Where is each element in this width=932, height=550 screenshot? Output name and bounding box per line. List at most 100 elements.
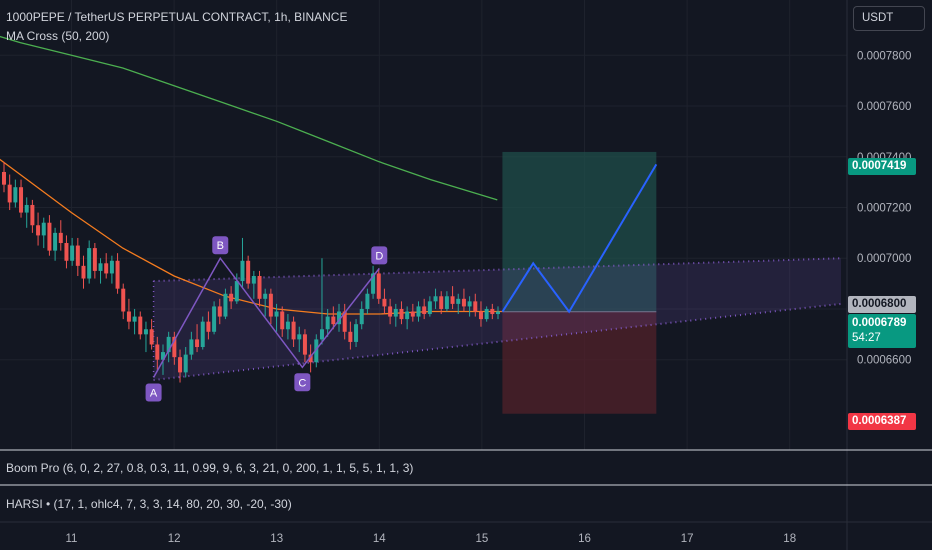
candle: [155, 336, 160, 370]
candle-body: [195, 339, 200, 348]
candle-body: [212, 306, 217, 332]
time-tick-label: 14: [373, 533, 386, 545]
pattern-label-d: D: [371, 246, 388, 265]
candle: [234, 273, 239, 304]
candle-body: [121, 288, 126, 312]
candle-body: [240, 260, 245, 282]
candle: [478, 301, 483, 327]
boom-pro-indicator-label[interactable]: Boom Pro (6, 0, 2, 27, 0.8, 0.3, 11, 0.9…: [6, 461, 414, 475]
bar-countdown: 54:27: [852, 332, 881, 344]
candle: [456, 293, 461, 315]
harsi-indicator-label[interactable]: HARSI • (17, 1, ohlc4, 7, 3, 3, 14, 80, …: [6, 497, 292, 511]
candle: [121, 283, 126, 320]
time-tick-label: 12: [168, 533, 181, 545]
candle: [98, 258, 103, 284]
candle-body: [490, 308, 495, 315]
candle-body: [70, 245, 75, 261]
candle: [473, 293, 478, 317]
candle: [427, 296, 432, 317]
candle: [337, 303, 342, 332]
candle: [371, 265, 376, 299]
candle-body: [251, 275, 256, 284]
time-tick-label: 11: [66, 533, 78, 545]
candle: [172, 331, 177, 365]
candle-body: [274, 311, 279, 317]
candle: [223, 288, 228, 320]
candle: [388, 298, 393, 325]
candle-body: [291, 321, 296, 340]
candles: [2, 161, 500, 383]
candle-body: [416, 306, 421, 317]
candle: [36, 212, 41, 246]
time-tick-label: 16: [578, 533, 591, 545]
candle-body: [178, 357, 183, 373]
price-tick-label: 0.0007200: [857, 202, 911, 214]
candle: [263, 288, 268, 317]
candle-body: [263, 293, 268, 299]
currency-selector[interactable]: USDT: [853, 6, 925, 31]
candle: [41, 217, 46, 249]
reference-price-badge: 0.0006800: [848, 296, 916, 313]
candle: [30, 199, 35, 233]
candle: [75, 237, 80, 276]
candle-body: [450, 296, 455, 304]
candle-body: [461, 298, 466, 307]
price-tick-label: 0.0007000: [857, 253, 911, 265]
candle: [166, 331, 171, 363]
ma-cross-legend[interactable]: MA Cross (50, 200): [6, 29, 110, 43]
time-tick-label: 13: [270, 533, 283, 545]
candle-body: [325, 316, 330, 330]
candle: [484, 306, 489, 322]
candle-body: [143, 329, 148, 335]
pattern-label-a: A: [145, 383, 162, 402]
stop-loss-price-badge: 0.0006387: [848, 413, 916, 430]
candle-body: [81, 265, 86, 279]
candle-body: [234, 281, 239, 302]
candle-body: [92, 248, 97, 271]
candle-body: [393, 308, 398, 317]
candle-body: [19, 187, 24, 213]
candle: [450, 286, 455, 309]
candle: [246, 255, 251, 289]
candle-body: [354, 324, 359, 342]
candle: [2, 161, 6, 193]
candle-body: [115, 260, 120, 289]
pattern-label-box: [294, 373, 311, 392]
projection-path: [501, 163, 658, 314]
candle-body: [7, 184, 12, 203]
channel-fill: [153, 258, 841, 380]
candle: [58, 220, 63, 251]
candle-body: [24, 204, 29, 213]
stop-zone: [502, 311, 657, 414]
pattern-label-b: B: [212, 236, 229, 255]
price-tick-label: 0.0007600: [857, 101, 911, 113]
moving-averages: [0, 35, 503, 315]
current-price-badge: 0.0006789 54:27: [848, 314, 916, 348]
candle: [490, 303, 495, 320]
candle-body: [257, 275, 262, 299]
candle: [189, 331, 194, 360]
pattern-label-box: [212, 236, 229, 255]
candle: [53, 227, 58, 261]
pattern-label-box: [371, 246, 388, 265]
candle-body: [183, 354, 188, 373]
candle-body: [365, 293, 370, 309]
candle-body: [405, 311, 410, 320]
candle-body: [268, 293, 273, 317]
candle: [308, 344, 313, 373]
candle: [143, 321, 148, 353]
candle-body: [138, 316, 143, 335]
candle-body: [285, 321, 290, 330]
candle: [325, 308, 330, 337]
abcd-line: [152, 256, 380, 378]
candle-body: [229, 293, 234, 302]
candle-body: [280, 311, 285, 330]
candle-body: [342, 311, 347, 332]
candle: [365, 288, 370, 315]
candle: [291, 316, 296, 348]
candle-body: [132, 316, 137, 322]
candle-body: [308, 354, 313, 363]
candle: [149, 319, 154, 350]
